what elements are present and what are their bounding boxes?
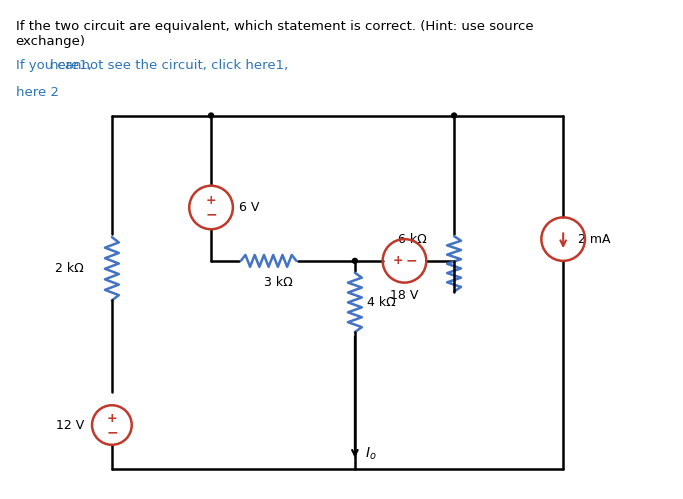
Circle shape [352, 258, 357, 263]
Text: If you cannot see the circuit, click here1,: If you cannot see the circuit, click her… [16, 59, 288, 72]
Text: +: + [206, 194, 217, 207]
Text: here 2: here 2 [16, 86, 59, 99]
Text: 18 V: 18 V [390, 288, 419, 301]
Circle shape [451, 113, 456, 118]
Text: 3 kΩ: 3 kΩ [264, 276, 292, 289]
Text: here1,: here1, [49, 59, 92, 72]
Text: −: − [106, 425, 117, 439]
Text: 6 kΩ: 6 kΩ [398, 233, 426, 246]
Text: 2 kΩ: 2 kΩ [55, 262, 84, 275]
Text: 2 mA: 2 mA [578, 233, 611, 246]
Text: 6 V: 6 V [239, 201, 260, 214]
Text: −: − [206, 208, 217, 222]
Text: If the two circuit are equivalent, which statement is correct. (Hint: use source: If the two circuit are equivalent, which… [16, 19, 533, 47]
Text: −: − [406, 254, 417, 268]
Text: +: + [392, 254, 403, 267]
Text: +: + [107, 412, 117, 425]
Text: 12 V: 12 V [56, 419, 84, 432]
Text: $I_o$: $I_o$ [365, 446, 376, 462]
Circle shape [208, 113, 214, 118]
Text: 4 kΩ: 4 kΩ [367, 296, 395, 309]
